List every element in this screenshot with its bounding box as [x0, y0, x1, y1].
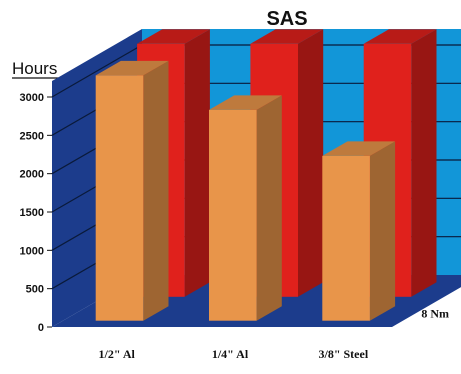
y-axis-ticks: 0 500 1000 1500 2000 2500 3000: [20, 92, 52, 334]
bar-top: [95, 60, 169, 76]
depth-axis-labels: 8 Nm25 Nm: [421, 307, 449, 321]
bar-top: [250, 29, 324, 44]
y-axis-label: Hours: [12, 59, 57, 78]
bar-side: [143, 60, 169, 321]
y-tick-label: 1000: [20, 245, 44, 257]
bar-side: [298, 29, 324, 297]
bar-top: [137, 29, 210, 44]
bar-side: [411, 29, 437, 297]
bar-top: [322, 141, 396, 156]
x-tick-label: 1/4" Al: [212, 347, 249, 361]
chart-title: SAS: [266, 8, 307, 30]
y-tick-label: 0: [38, 322, 44, 334]
x-axis-ticks: 1/2" Al 1/4" Al 3/8" Steel: [98, 347, 368, 361]
bar-side: [369, 141, 396, 321]
bar-side: [184, 29, 210, 297]
bar-front: [209, 109, 257, 321]
bar-8-nm-1-4-al: [209, 95, 282, 321]
y-tick-label: 1500: [20, 207, 44, 219]
bar-top: [209, 95, 282, 110]
bar-front: [322, 155, 370, 321]
bar-side: [256, 95, 282, 321]
bar-top: [363, 29, 437, 44]
bar-8-nm-1-2-al: [95, 60, 169, 321]
series-8nm-bars: [95, 60, 396, 321]
y-tick-label: 2500: [20, 130, 44, 142]
x-tick-label: 1/2" Al: [98, 347, 135, 361]
y-tick-label: 2000: [20, 169, 44, 181]
y-tick-label: 500: [26, 284, 44, 296]
x-tick-label: 3/8" Steel: [319, 347, 369, 361]
y-tick-label: 3000: [20, 92, 44, 104]
bar-front: [95, 75, 144, 321]
series-label-8-nm: 8 Nm: [421, 307, 449, 321]
bar-8-nm-3-8-steel: [322, 141, 396, 321]
